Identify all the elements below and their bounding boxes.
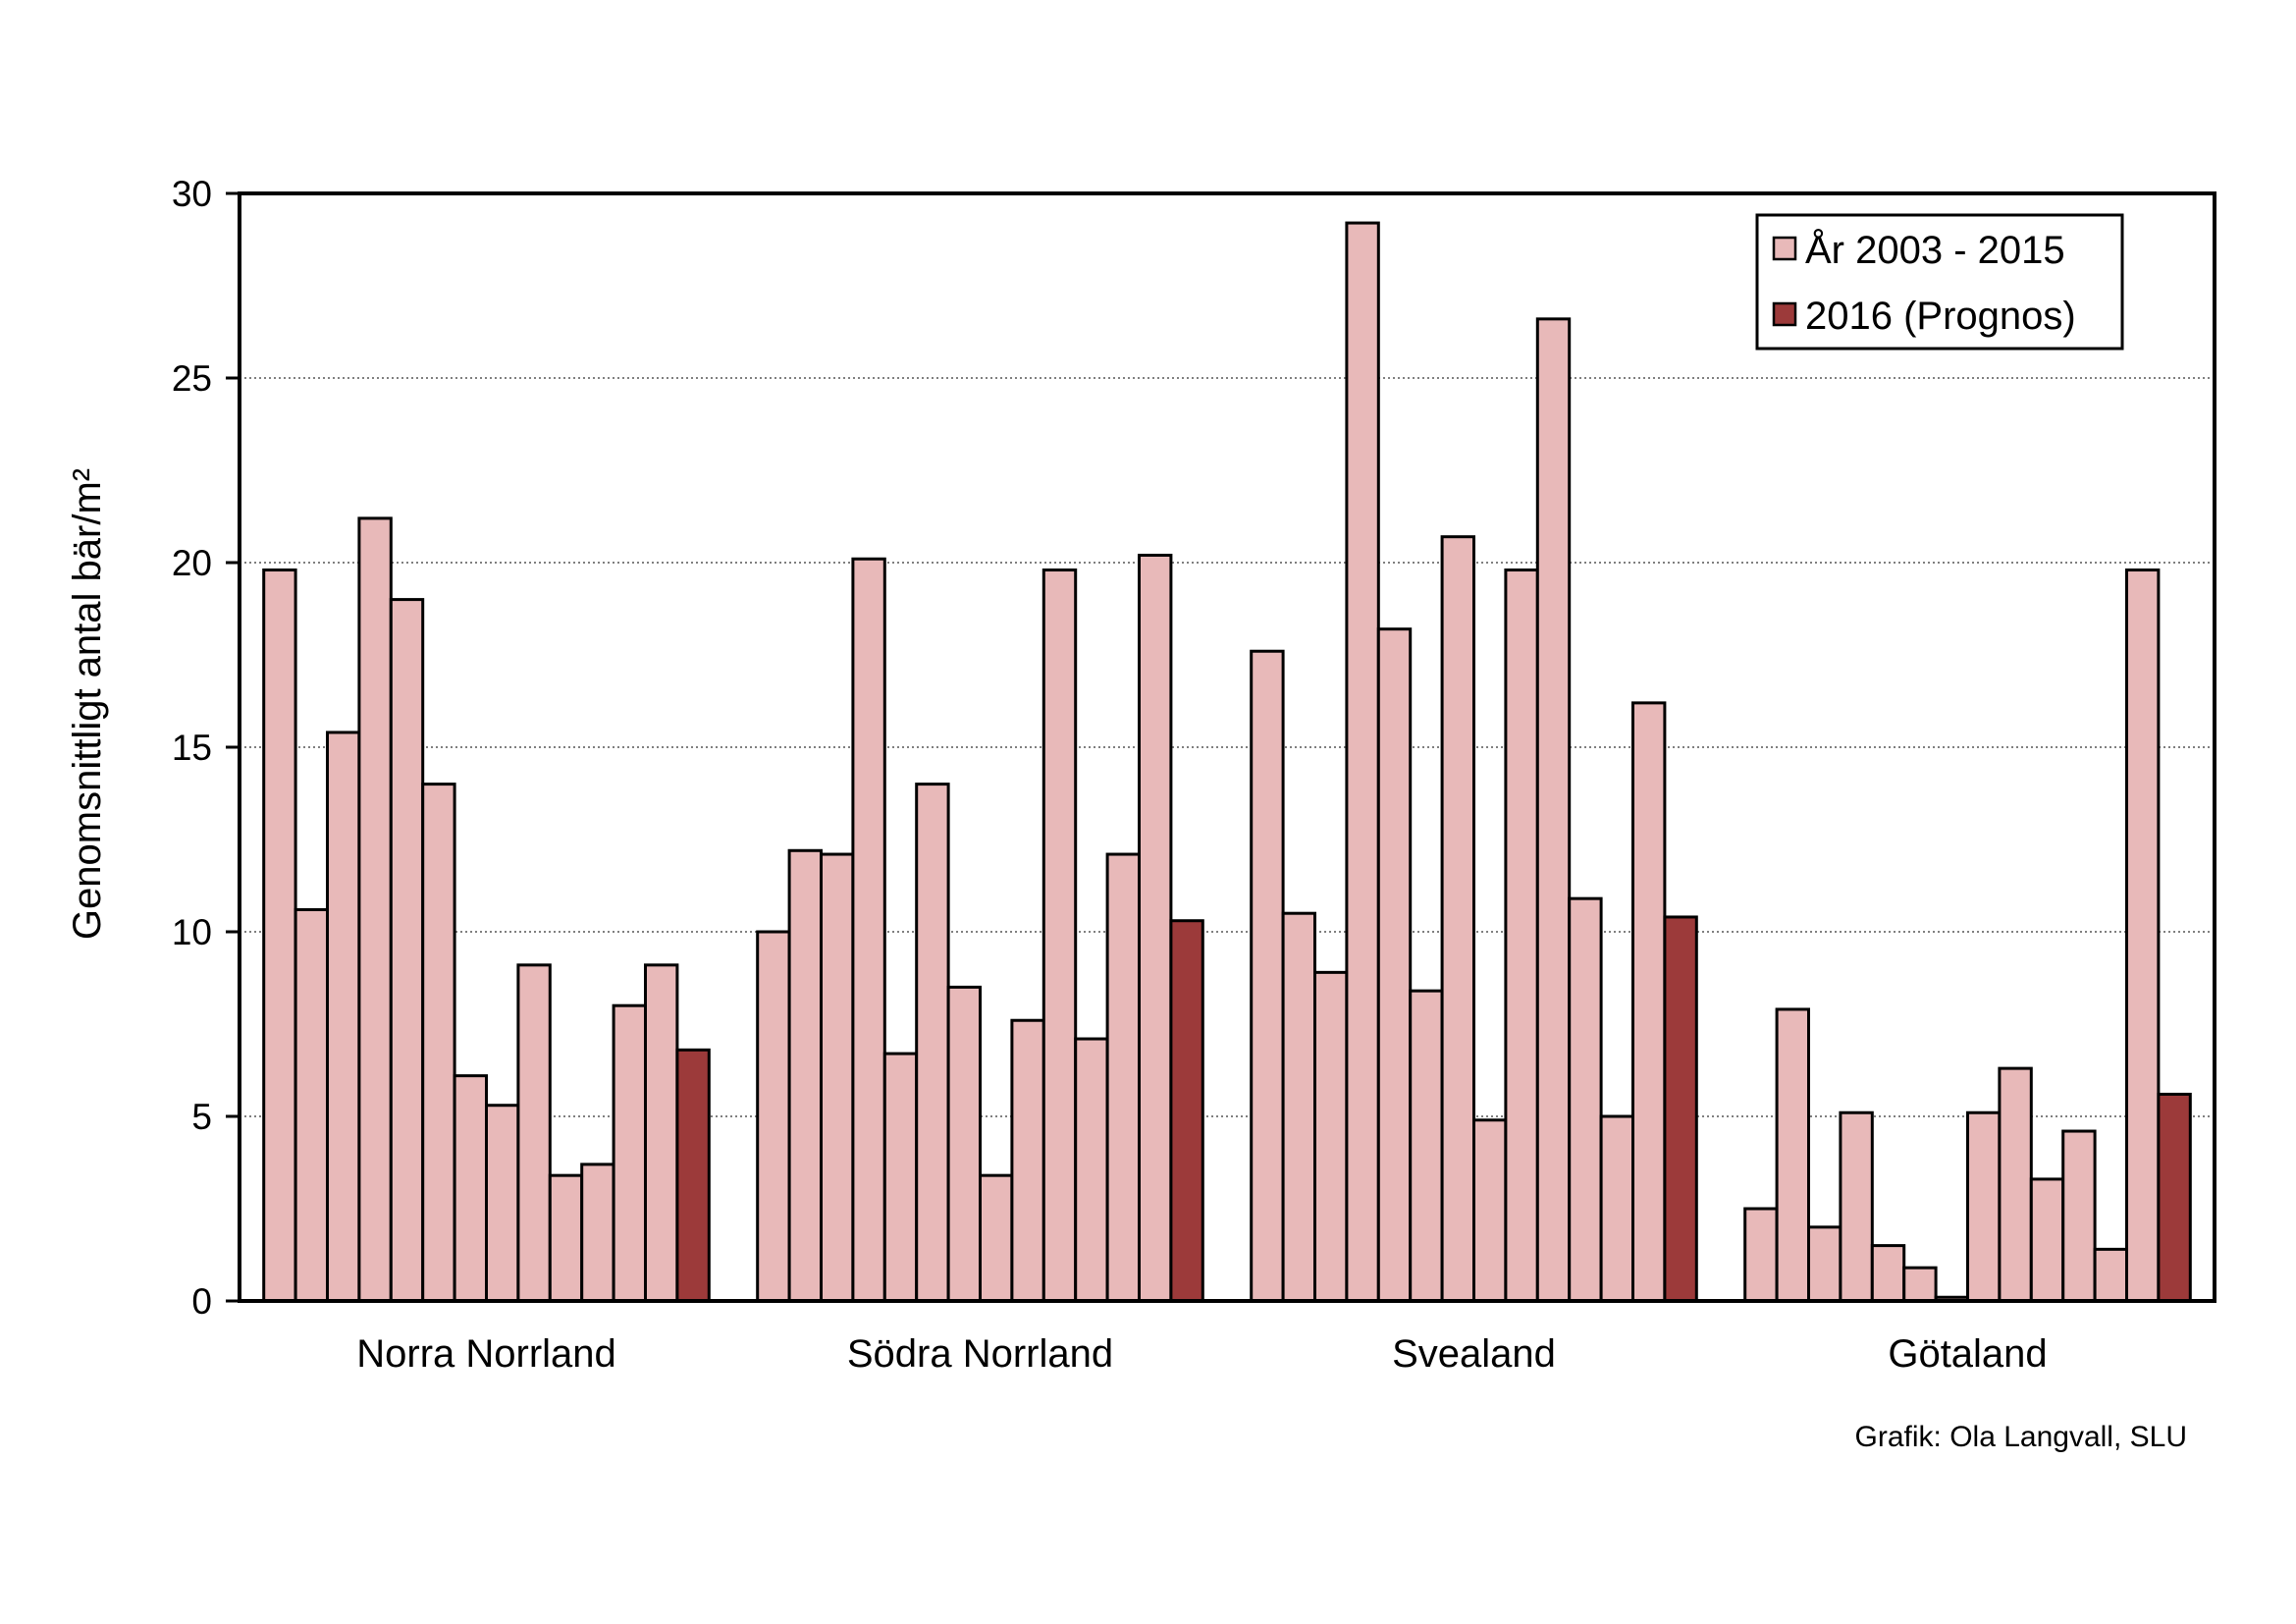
bar-historic-3-5 — [1376, 627, 1413, 1303]
bar-historic-2-4 — [851, 557, 886, 1303]
legend: År 2003 - 2015 2016 (Prognos) — [1755, 213, 2124, 351]
bars — [262, 221, 2192, 1303]
bar-historic-2-1 — [756, 930, 791, 1303]
y-tick-label-10: 10 — [172, 912, 212, 952]
x-group-label-1: Norra Norrland — [356, 1332, 616, 1376]
bar-historic-1-12 — [612, 1003, 647, 1303]
bar-historic-1-11 — [580, 1163, 615, 1303]
x-axis-group-labels: Norra Norrland Södra Norrland Svealand Göta… — [356, 1332, 2047, 1376]
bar-historic-3-10 — [1535, 317, 1572, 1303]
bar-historic-4-2 — [1775, 1007, 1810, 1303]
legend-swatch-forecast — [1772, 301, 1797, 327]
y-tick-label-15: 15 — [172, 728, 212, 768]
legend-box — [1755, 213, 2124, 351]
bar-historic-1-3 — [326, 731, 361, 1303]
y-axis-ticks: 0 5 10 15 20 25 30 — [172, 174, 240, 1322]
bar-historic-2-10 — [1041, 568, 1078, 1303]
bar-historic-1-2 — [294, 907, 330, 1303]
bar-forecast-4-14 — [2157, 1092, 2192, 1303]
y-tick-label-5: 5 — [191, 1097, 212, 1137]
credit-text: Grafik: Ola Langvall, SLU — [1855, 1421, 2187, 1453]
y-tick-label-25: 25 — [172, 358, 212, 399]
bar-historic-3-1 — [1250, 649, 1285, 1303]
bar-historic-2-13 — [1138, 553, 1173, 1303]
bar-historic-2-12 — [1105, 852, 1141, 1303]
bar-historic-3-2 — [1281, 911, 1316, 1303]
y-tick-label-30: 30 — [172, 174, 212, 214]
y-axis-title: Genomsnittligt antal bär/m² — [66, 468, 109, 940]
bar-historic-4-3 — [1807, 1225, 1842, 1303]
bar-historic-3-11 — [1568, 896, 1603, 1303]
y-tick-label-20: 20 — [172, 543, 212, 583]
bar-historic-4-12 — [2093, 1247, 2129, 1303]
bar-historic-3-8 — [1472, 1118, 1508, 1303]
bar-historic-1-6 — [421, 783, 456, 1303]
x-group-label-4: Götaland — [1888, 1332, 2047, 1376]
bar-historic-2-3 — [820, 852, 855, 1303]
bar-historic-4-8 — [1966, 1110, 2002, 1303]
bar-forecast-1-14 — [675, 1048, 711, 1303]
bar-historic-4-10 — [2029, 1177, 2065, 1303]
bar-historic-3-12 — [1599, 1114, 1634, 1303]
bar-historic-3-7 — [1440, 535, 1475, 1303]
bar-forecast-3-14 — [1663, 915, 1698, 1303]
grid-lines — [240, 377, 2215, 1117]
bar-historic-1-4 — [357, 516, 393, 1303]
bar-historic-1-1 — [262, 568, 297, 1303]
bar-historic-1-5 — [389, 598, 425, 1303]
bar-historic-2-9 — [1010, 1018, 1045, 1303]
bar-historic-2-6 — [915, 783, 950, 1303]
legend-swatch-historic — [1772, 236, 1797, 261]
bar-historic-4-1 — [1743, 1207, 1779, 1303]
bar-historic-2-8 — [979, 1173, 1014, 1303]
legend-label-forecast: 2016 (Prognos) — [1805, 295, 2076, 338]
bar-historic-4-6 — [1902, 1266, 1938, 1303]
bar-historic-4-11 — [2061, 1129, 2097, 1303]
bar-historic-4-9 — [1998, 1066, 2033, 1303]
bar-historic-3-4 — [1345, 221, 1380, 1303]
bar-historic-2-2 — [787, 848, 823, 1303]
x-group-label-3: Svealand — [1392, 1332, 1556, 1376]
bar-historic-1-10 — [548, 1173, 584, 1303]
bar-historic-3-3 — [1313, 970, 1349, 1303]
bar-historic-3-9 — [1504, 568, 1539, 1303]
bar-historic-4-13 — [2125, 568, 2161, 1303]
bar-historic-2-5 — [882, 1052, 919, 1303]
y-tick-label-0: 0 — [191, 1281, 212, 1322]
bar-historic-1-7 — [453, 1074, 489, 1303]
bar-historic-2-7 — [946, 985, 982, 1303]
bar-historic-1-13 — [644, 963, 679, 1303]
bar-historic-1-9 — [516, 963, 552, 1303]
bar-historic-3-6 — [1409, 989, 1444, 1303]
x-group-label-2: Södra Norrland — [847, 1332, 1113, 1376]
legend-label-historic: År 2003 - 2015 — [1805, 228, 2065, 272]
bar-historic-3-13 — [1631, 701, 1667, 1303]
bar-historic-4-5 — [1870, 1244, 1906, 1303]
bar-historic-4-4 — [1839, 1110, 1874, 1303]
bar-historic-1-8 — [485, 1104, 520, 1303]
bar-forecast-2-14 — [1169, 919, 1204, 1303]
bar-historic-2-11 — [1074, 1037, 1109, 1303]
